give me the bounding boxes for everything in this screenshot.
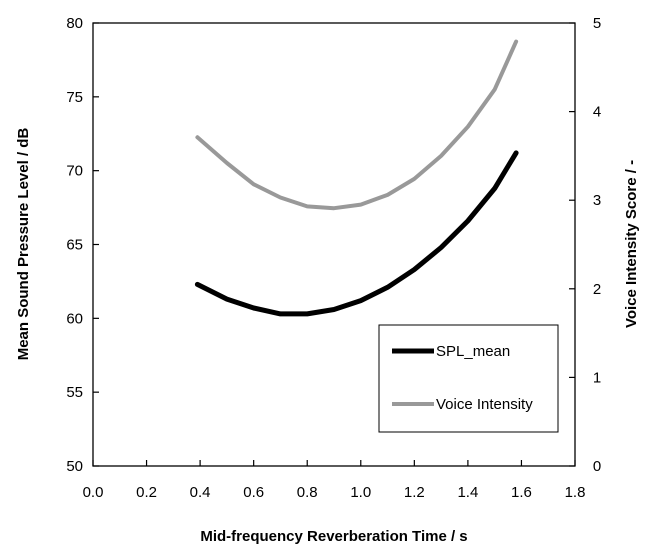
x-tick-label: 1.2 bbox=[404, 484, 425, 501]
left-y-tick-label: 80 bbox=[66, 15, 83, 32]
right-y-tick-label: 1 bbox=[593, 369, 601, 386]
left-y-tick-label: 55 bbox=[66, 384, 83, 401]
x-tick-label: 0.4 bbox=[190, 484, 211, 501]
left-y-tick-label: 65 bbox=[66, 237, 83, 254]
right-y-axis: 0 1 2 3 4 5 bbox=[569, 15, 601, 475]
x-tick-label: 0.8 bbox=[297, 484, 318, 501]
left-y-tick-label: 75 bbox=[66, 89, 83, 106]
x-tick-label: 1.8 bbox=[565, 484, 586, 501]
legend: SPL_mean Voice Intensity bbox=[378, 324, 559, 433]
right-y-tick-label: 0 bbox=[593, 458, 601, 475]
left-y-tick-label: 50 bbox=[66, 458, 83, 475]
x-axis-title: Mid-frequency Reverberation Time / s bbox=[200, 528, 467, 544]
x-tick-label: 0.0 bbox=[83, 484, 104, 501]
x-axis: 0.0 0.2 0.4 0.6 0.8 1.0 1.2 1.4 1.6 1.8 bbox=[83, 460, 586, 501]
series-layer bbox=[194, 39, 519, 317]
x-tick-label: 1.4 bbox=[457, 484, 478, 501]
left-y-axis: 50 55 60 65 70 75 80 bbox=[66, 15, 99, 475]
right-y-tick-label: 5 bbox=[593, 15, 601, 32]
left-y-tick-label: 60 bbox=[66, 310, 83, 327]
series-line-voice-intensity bbox=[195, 39, 519, 211]
right-y-tick-label: 2 bbox=[593, 281, 601, 298]
x-tick-label: 1.0 bbox=[350, 484, 371, 501]
x-tick-label: 0.2 bbox=[136, 484, 157, 501]
x-tick-label: 1.6 bbox=[511, 484, 532, 501]
legend-box bbox=[378, 324, 559, 433]
legend-label-spl-mean: SPL_mean bbox=[436, 343, 510, 360]
right-y-axis-title: Voice Intensity Score / - bbox=[623, 160, 640, 328]
legend-label-voice-intensity: Voice Intensity bbox=[436, 396, 533, 413]
series-line-spl-mean bbox=[194, 150, 519, 317]
right-y-tick-label: 3 bbox=[593, 192, 601, 209]
right-y-tick-label: 4 bbox=[593, 104, 601, 121]
left-y-axis-title: Mean Sound Pressure Level / dB bbox=[15, 128, 32, 361]
left-y-tick-label: 70 bbox=[66, 163, 83, 180]
x-tick-label: 0.6 bbox=[243, 484, 264, 501]
